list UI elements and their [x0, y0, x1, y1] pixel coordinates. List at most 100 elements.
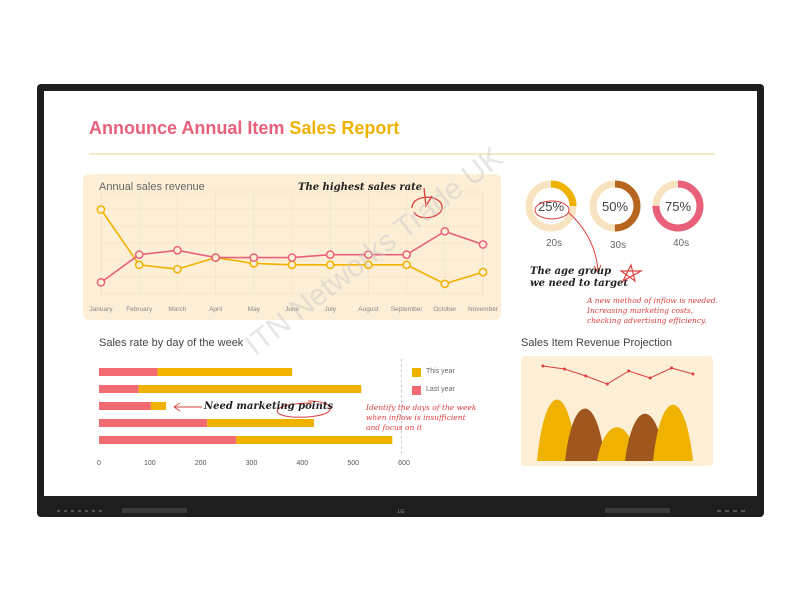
- data-point: [440, 279, 450, 289]
- donut-value-label: 25%: [538, 199, 564, 214]
- display-screen: Announce Annual Item Sales Report Annual…: [44, 91, 757, 496]
- x-tick-label: May: [248, 306, 261, 313]
- star-scribble-icon: [619, 263, 643, 283]
- bar-x-tick-label: 200: [195, 460, 207, 467]
- projection-title: Sales Item Revenue Projection: [521, 337, 673, 349]
- donut-arc: [525, 180, 577, 232]
- title-part-1: Announce Annual Item: [89, 118, 285, 138]
- marketing-scribble: [173, 400, 331, 418]
- brand-logo: LG: [398, 509, 405, 515]
- identify-annotation-2: when inflow is insufficient: [366, 413, 466, 422]
- bar-x-tick-label: 100: [144, 460, 156, 467]
- bar-this-year: [150, 402, 167, 410]
- sales-rate-title: Sales rate by day of the week: [99, 337, 244, 349]
- projection-peak: [537, 399, 577, 461]
- x-tick-label: July: [324, 306, 336, 313]
- x-tick-label: August: [358, 306, 378, 313]
- page-title: Announce Annual Item Sales Report: [89, 118, 399, 139]
- inflow-annotation-3: checking advertising efficiency.: [587, 316, 707, 325]
- data-point: [402, 250, 411, 260]
- projection-peak: [653, 404, 693, 461]
- data-point: [287, 253, 297, 262]
- inflow-annotation-2: Increasing marketing costs,: [587, 306, 694, 315]
- highest-sales-annotation: The highest sales rate: [298, 182, 423, 193]
- projection-point: [584, 374, 588, 378]
- bar-x-tick-label: 300: [246, 460, 258, 467]
- data-point: [173, 245, 182, 255]
- legend-swatch-last-year: [412, 386, 421, 395]
- x-tick-label: April: [209, 306, 223, 313]
- bar-last-year: [99, 402, 151, 410]
- data-point: [96, 205, 106, 214]
- legend-swatch-this-year: [412, 368, 421, 377]
- bar-last-year: [99, 419, 208, 427]
- donut-caption-30s: 30s: [610, 240, 627, 251]
- data-point: [325, 260, 335, 270]
- data-point: [440, 226, 450, 236]
- x-tick-label: March: [168, 306, 186, 313]
- data-point: [325, 250, 335, 260]
- x-tick-label: February: [126, 306, 153, 313]
- bar-this-year: [157, 368, 293, 376]
- legend-divider: [401, 359, 403, 454]
- donut-caption-20s: 20s: [546, 238, 563, 249]
- annual-revenue-chart: January February March April May June July Augu…: [89, 191, 499, 313]
- bar-x-tick-label: 500: [347, 460, 359, 467]
- projection-line: [542, 365, 694, 385]
- data-point: [364, 260, 373, 270]
- projection-point: [691, 372, 695, 376]
- data-point: [287, 260, 297, 270]
- projection-point: [541, 364, 545, 368]
- age-target-arrow: [534, 200, 602, 274]
- data-point: [173, 264, 182, 274]
- age-group-annotation-2: we need to target: [530, 278, 629, 289]
- bar-last-year: [99, 385, 139, 393]
- projection-point: [562, 367, 566, 371]
- bar-last-year: [99, 436, 237, 444]
- projection-peak: [565, 408, 605, 461]
- age-group-donuts: 25% 50% 75%: [525, 180, 704, 232]
- data-point: [211, 253, 220, 262]
- identify-annotation-1: Identify the days of the week: [366, 403, 477, 412]
- title-divider: [89, 153, 715, 155]
- donut-caption-40s: 40s: [673, 238, 690, 249]
- projection-point: [627, 369, 631, 373]
- data-point: [134, 260, 144, 270]
- age-group-annotation-1: The age group: [530, 266, 612, 277]
- donut-value-label: 75%: [665, 199, 691, 214]
- title-part-2: Sales Report: [289, 118, 400, 138]
- bar-x-tick-label: 400: [296, 460, 308, 467]
- projection-point: [648, 376, 652, 380]
- need-marketing-annotation: Need marketing points: [204, 401, 334, 412]
- data-point: [402, 260, 411, 270]
- x-tick-label: September: [391, 306, 424, 313]
- x-tick-label: November: [468, 306, 499, 313]
- projection-point: [670, 366, 674, 370]
- x-tick-label: January: [89, 306, 113, 313]
- bar-x-tick-label: 0: [97, 460, 101, 467]
- data-point: [478, 267, 488, 277]
- bar-x-tick-label: 600: [398, 460, 410, 467]
- data-point: [364, 250, 373, 260]
- donut-value-label: 50%: [602, 199, 628, 214]
- data-point: [134, 250, 144, 260]
- data-point: [478, 240, 488, 249]
- legend-label-last-year: Last year: [426, 386, 455, 393]
- bar-this-year: [207, 419, 315, 427]
- projection-chart: [537, 364, 695, 461]
- speaker-grille-left: [122, 508, 187, 513]
- x-tick-label: October: [433, 306, 457, 313]
- speaker-grille-right: [605, 508, 670, 513]
- bezel-port-dots-right: [717, 510, 745, 512]
- identify-annotation-3: and focus on it: [366, 423, 423, 432]
- donut-arc: [589, 180, 641, 232]
- x-tick-label: June: [285, 306, 299, 313]
- projection-point: [605, 382, 609, 386]
- legend-label-this-year: This year: [426, 368, 455, 375]
- highest-point-scribble: [411, 187, 443, 219]
- bar-this-year: [138, 385, 362, 393]
- donut-arc: [652, 180, 704, 232]
- bar-this-year: [236, 436, 393, 444]
- annual-revenue-title: Annual sales revenue: [99, 181, 205, 193]
- bezel-port-dots: [57, 510, 102, 512]
